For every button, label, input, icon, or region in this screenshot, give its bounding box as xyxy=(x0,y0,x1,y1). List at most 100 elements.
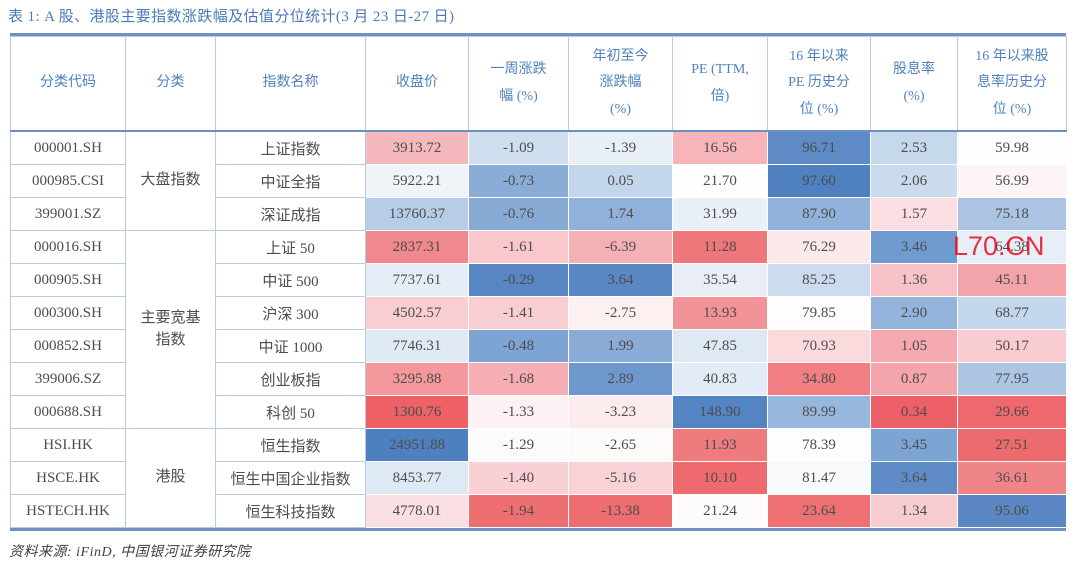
table-row: HSTECH.HK 恒生科技指数 4778.01 -1.94 -13.38 21.24 23… xyxy=(10,494,1067,528)
value-cell: 1.57 xyxy=(870,197,958,231)
value-cell: 3.64 xyxy=(568,263,673,297)
index-code-cell: 399001.SZ xyxy=(10,197,126,231)
index-name-cell: 中证 1000 xyxy=(215,329,366,363)
value-cell: -3.23 xyxy=(568,395,673,429)
value-cell: -1.29 xyxy=(468,428,569,462)
category-cell: 主要宽基指数 xyxy=(125,230,216,429)
value-cell: 24951.88 xyxy=(365,428,469,462)
value-cell: 7737.61 xyxy=(365,263,469,297)
value-cell: 29.66 xyxy=(957,395,1067,429)
value-cell: 97.60 xyxy=(767,164,871,198)
index-code-cell: 000852.SH xyxy=(10,329,126,363)
value-cell: -0.73 xyxy=(468,164,569,198)
col-header-ytd-change: 年初至今 涨跌幅 (%) xyxy=(568,36,673,132)
value-cell: 13760.37 xyxy=(365,197,469,231)
col-header-close: 收盘价 xyxy=(365,36,469,132)
index-code-cell: HSTECH.HK xyxy=(10,494,126,528)
value-cell: 36.61 xyxy=(957,461,1067,495)
index-name-cell: 沪深 300 xyxy=(215,296,366,330)
index-code-cell: 000001.SH xyxy=(10,130,126,165)
value-cell: 1.99 xyxy=(568,329,673,363)
col-header-dividend-percentile: 16 年以来股 息率历史分 位 (%) xyxy=(957,36,1067,132)
value-cell: 5922.21 xyxy=(365,164,469,198)
value-cell: -1.33 xyxy=(468,395,569,429)
value-cell: -0.76 xyxy=(468,197,569,231)
col-header-pe-percentile: 16 年以来 PE 历史分 位 (%) xyxy=(767,36,871,132)
value-cell: 96.71 xyxy=(767,130,871,165)
value-cell: 11.93 xyxy=(672,428,768,462)
value-cell: 1.34 xyxy=(870,494,958,528)
value-cell: 4778.01 xyxy=(365,494,469,528)
value-cell: -2.75 xyxy=(568,296,673,330)
value-cell: -2.65 xyxy=(568,428,673,462)
value-cell: 21.70 xyxy=(672,164,768,198)
value-cell: 3913.72 xyxy=(365,130,469,165)
table-row: 000905.SH 中证 500 7737.61 -0.29 3.64 35.54 85.2… xyxy=(10,263,1067,297)
table-row: 000001.SH 大盘指数 上证指数 3913.72 -1.09 -1.39 16.56 9… xyxy=(10,130,1067,231)
index-name-cell: 深证成指 xyxy=(215,197,366,231)
value-cell: 59.98 xyxy=(957,130,1067,165)
col-header-code: 分类代码 xyxy=(10,36,126,132)
index-name-cell: 恒生科技指数 xyxy=(215,494,366,528)
index-name-cell: 中证 500 xyxy=(215,263,366,297)
table-row: 399006.SZ 创业板指 3295.88 -1.68 2.89 40.83 34.80 0… xyxy=(10,362,1067,396)
index-name-cell: 恒生中国企业指数 xyxy=(215,461,366,495)
index-code-cell: HSCE.HK xyxy=(10,461,126,495)
index-name-cell: 恒生指数 xyxy=(215,428,366,462)
value-cell: 21.24 xyxy=(672,494,768,528)
value-cell: 64.38 xyxy=(957,230,1067,264)
index-name-cell: 创业板指 xyxy=(215,362,366,396)
col-header-week-change: 一周涨跌 幅 (%) xyxy=(468,36,569,132)
index-code-cell: 000985.CSI xyxy=(10,164,126,198)
header-row: 分类代码 分类 指数名称 收盘价 一周涨跌 幅 (%) 年初至今 涨跌幅 (%)… xyxy=(10,36,1067,132)
value-cell: 3.46 xyxy=(870,230,958,264)
value-cell: 1.05 xyxy=(870,329,958,363)
value-cell: -1.09 xyxy=(468,130,569,165)
value-cell: -1.41 xyxy=(468,296,569,330)
value-cell: 2837.31 xyxy=(365,230,469,264)
value-cell: 0.87 xyxy=(870,362,958,396)
value-cell: 8453.77 xyxy=(365,461,469,495)
value-cell: 78.39 xyxy=(767,428,871,462)
value-cell: 2.53 xyxy=(870,130,958,165)
value-cell: 77.95 xyxy=(957,362,1067,396)
value-cell: 76.29 xyxy=(767,230,871,264)
value-cell: 148.90 xyxy=(672,395,768,429)
value-cell: 87.90 xyxy=(767,197,871,231)
value-cell: -0.29 xyxy=(468,263,569,297)
table-row: 000852.SH 中证 1000 7746.31 -0.48 1.99 47.85 70.… xyxy=(10,329,1067,363)
col-header-dividend-yield: 股息率 (%) xyxy=(870,36,958,132)
value-cell: 23.64 xyxy=(767,494,871,528)
value-cell: 89.99 xyxy=(767,395,871,429)
table-row: 399001.SZ 深证成指 13760.37 -0.76 1.74 31.99 87.90… xyxy=(10,197,1067,231)
index-code-cell: 000300.SH xyxy=(10,296,126,330)
value-cell: 75.18 xyxy=(957,197,1067,231)
value-cell: -13.38 xyxy=(568,494,673,528)
value-cell: 47.85 xyxy=(672,329,768,363)
value-cell: 40.83 xyxy=(672,362,768,396)
table-row: 000688.SH 科创 50 1300.76 -1.33 -3.23 148.90 89.… xyxy=(10,395,1067,429)
value-cell: 81.47 xyxy=(767,461,871,495)
value-cell: -1.61 xyxy=(468,230,569,264)
source-note: 资料来源: iFinD, 中国银河证券研究院 xyxy=(9,545,251,560)
value-cell: 85.25 xyxy=(767,263,871,297)
index-name-cell: 上证指数 xyxy=(215,130,366,165)
index-name-cell: 科创 50 xyxy=(215,395,366,429)
index-code-cell: 399006.SZ xyxy=(10,362,126,396)
value-cell: 35.54 xyxy=(672,263,768,297)
value-cell: 79.85 xyxy=(767,296,871,330)
value-cell: 2.06 xyxy=(870,164,958,198)
value-cell: 45.11 xyxy=(957,263,1067,297)
value-cell: 11.28 xyxy=(672,230,768,264)
value-cell: -1.40 xyxy=(468,461,569,495)
value-cell: 31.99 xyxy=(672,197,768,231)
table-row: 000300.SH 沪深 300 4502.57 -1.41 -2.75 13.93 79.… xyxy=(10,296,1067,330)
value-cell: 4502.57 xyxy=(365,296,469,330)
table-body: 000001.SH 大盘指数 上证指数 3913.72 -1.09 -1.39 16.56 9… xyxy=(10,130,1067,528)
table-row: 000985.CSI 中证全指 5922.21 -0.73 0.05 21.70 97.60… xyxy=(10,164,1067,198)
value-cell: -0.48 xyxy=(468,329,569,363)
value-cell: 3295.88 xyxy=(365,362,469,396)
value-cell: 68.77 xyxy=(957,296,1067,330)
col-header-category: 分类 xyxy=(125,36,216,132)
value-cell: 50.17 xyxy=(957,329,1067,363)
